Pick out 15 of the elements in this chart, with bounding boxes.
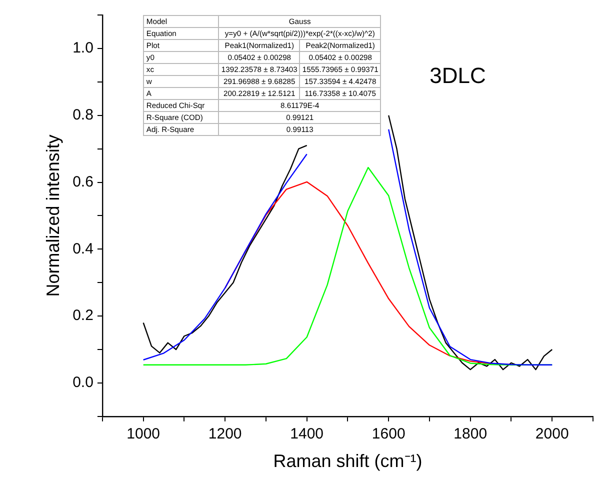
y-tick-label: 0.2 [72,307,94,324]
y-tick-label: 0.6 [72,173,94,190]
x-tick-label: 1600 [372,426,406,443]
y-tick-label: 1.0 [72,40,94,57]
annotation: 3DLC [430,63,486,90]
x-tick-label: 1000 [126,426,160,443]
x-tick-label: 1400 [290,426,324,443]
y-tick-label: 0.0 [72,374,94,392]
y-tick-label: 0.4 [72,240,94,258]
x-axis-title: Raman shift (cm⁻¹) [273,451,422,472]
x-tick-label: 1200 [208,426,242,443]
x-tick-label: 1800 [454,426,488,443]
y-axis-title: Normalized intensity [42,134,63,297]
y-tick-label: 0.8 [72,106,94,124]
x-tick-label: 2000 [535,426,569,443]
